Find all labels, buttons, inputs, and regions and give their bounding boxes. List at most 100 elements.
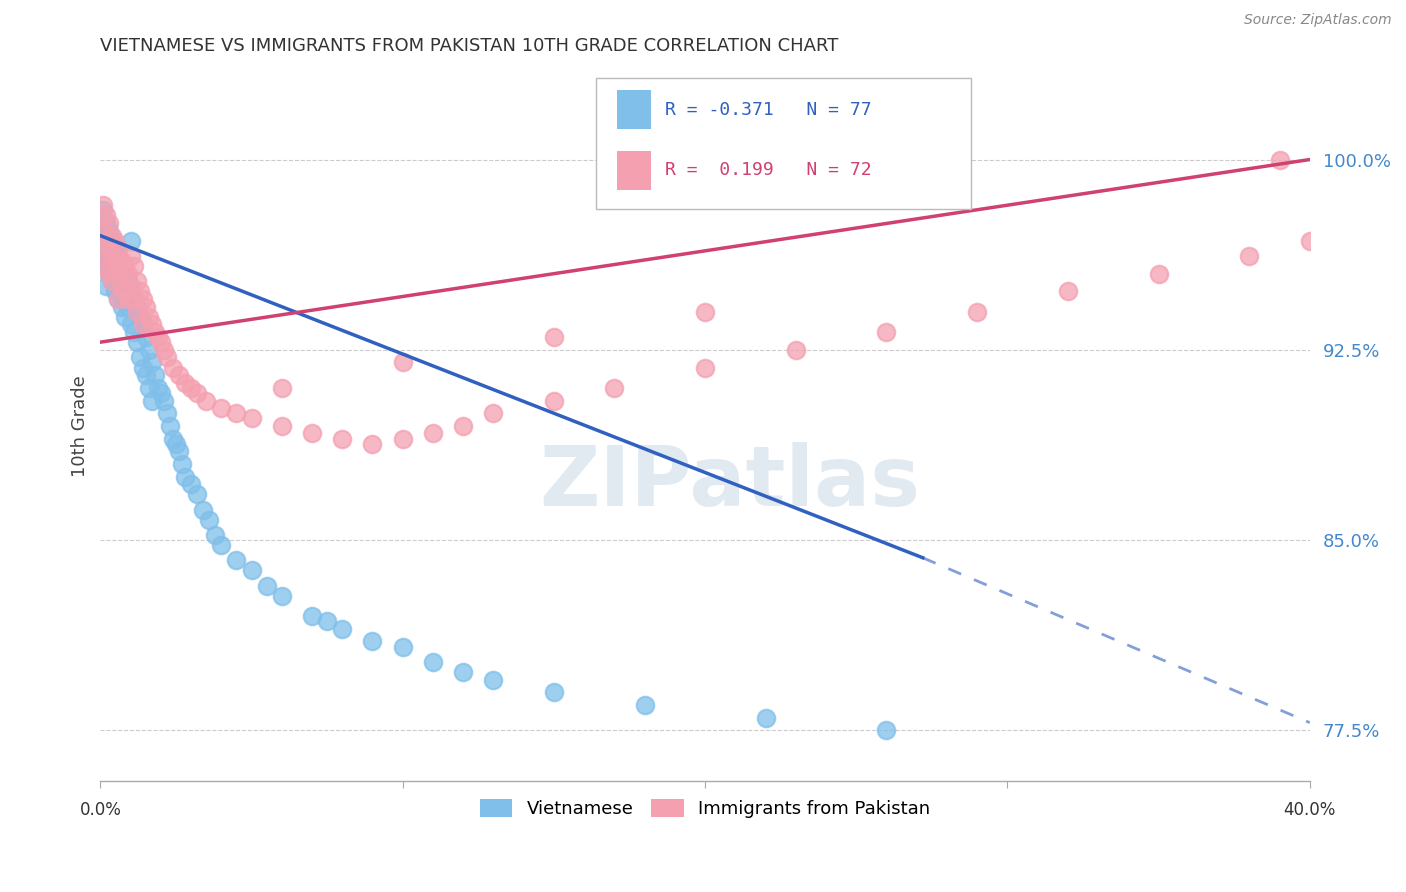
Vietnamese xyxy=(120,234,142,248)
Immigrants from Pakistan xyxy=(110,254,132,268)
Vietnamese xyxy=(125,335,148,350)
Immigrants from Pakistan xyxy=(785,343,807,357)
Vietnamese xyxy=(138,381,160,395)
Immigrants from Pakistan xyxy=(180,381,202,395)
Vietnamese xyxy=(96,279,118,293)
Text: R =  0.199   N = 72: R = 0.199 N = 72 xyxy=(665,161,872,179)
Immigrants from Pakistan xyxy=(146,330,169,344)
Bar xyxy=(617,151,651,190)
Vietnamese xyxy=(117,300,139,314)
Text: 40.0%: 40.0% xyxy=(1284,801,1336,819)
Vietnamese xyxy=(422,655,444,669)
Immigrants from Pakistan xyxy=(876,325,898,339)
Immigrants from Pakistan xyxy=(209,401,232,416)
Vietnamese xyxy=(110,259,132,273)
Vietnamese xyxy=(754,710,776,724)
Immigrants from Pakistan xyxy=(1299,234,1322,248)
Vietnamese xyxy=(101,274,124,288)
Vietnamese xyxy=(141,355,163,369)
Immigrants from Pakistan xyxy=(122,292,145,306)
FancyBboxPatch shape xyxy=(596,78,972,210)
Vietnamese xyxy=(270,589,292,603)
Vietnamese xyxy=(98,249,121,263)
Vietnamese xyxy=(128,351,150,365)
Vietnamese xyxy=(122,325,145,339)
Vietnamese xyxy=(180,477,202,491)
Immigrants from Pakistan xyxy=(114,285,136,299)
Vietnamese xyxy=(301,609,323,624)
Immigrants from Pakistan xyxy=(153,343,176,357)
Vietnamese xyxy=(138,343,160,357)
Vietnamese xyxy=(107,249,129,263)
Immigrants from Pakistan xyxy=(96,259,118,273)
Immigrants from Pakistan xyxy=(107,267,129,281)
Vietnamese xyxy=(110,300,132,314)
Vietnamese xyxy=(146,381,169,395)
Vietnamese xyxy=(96,259,118,273)
Vietnamese xyxy=(159,418,181,433)
Vietnamese xyxy=(110,274,132,288)
Immigrants from Pakistan xyxy=(603,381,626,395)
Text: VIETNAMESE VS IMMIGRANTS FROM PAKISTAN 10TH GRADE CORRELATION CHART: VIETNAMESE VS IMMIGRANTS FROM PAKISTAN 1… xyxy=(100,37,839,55)
Vietnamese xyxy=(117,274,139,288)
Vietnamese xyxy=(198,513,221,527)
Text: R = -0.371   N = 77: R = -0.371 N = 77 xyxy=(665,101,872,119)
Immigrants from Pakistan xyxy=(156,351,179,365)
Vietnamese xyxy=(120,318,142,332)
Immigrants from Pakistan xyxy=(104,259,127,273)
Immigrants from Pakistan xyxy=(101,228,124,243)
Immigrants from Pakistan xyxy=(543,330,565,344)
Vietnamese xyxy=(162,432,184,446)
Vietnamese xyxy=(330,622,353,636)
Vietnamese xyxy=(451,665,474,679)
Vietnamese xyxy=(122,292,145,306)
Immigrants from Pakistan xyxy=(167,368,190,383)
Bar xyxy=(617,90,651,129)
Vietnamese xyxy=(96,216,118,230)
Vietnamese xyxy=(104,285,127,299)
Immigrants from Pakistan xyxy=(451,418,474,433)
Immigrants from Pakistan xyxy=(96,208,118,222)
Immigrants from Pakistan xyxy=(128,285,150,299)
Vietnamese xyxy=(165,436,187,450)
Immigrants from Pakistan xyxy=(93,198,115,212)
Vietnamese xyxy=(93,228,115,243)
Immigrants from Pakistan xyxy=(330,432,353,446)
Immigrants from Pakistan xyxy=(482,406,505,420)
Vietnamese xyxy=(240,564,263,578)
Immigrants from Pakistan xyxy=(98,216,121,230)
Vietnamese xyxy=(131,360,153,375)
Immigrants from Pakistan xyxy=(543,393,565,408)
Y-axis label: 10th Grade: 10th Grade xyxy=(72,375,89,476)
Immigrants from Pakistan xyxy=(125,304,148,318)
Vietnamese xyxy=(186,487,208,501)
Immigrants from Pakistan xyxy=(149,335,172,350)
Immigrants from Pakistan xyxy=(96,234,118,248)
Immigrants from Pakistan xyxy=(225,406,247,420)
Vietnamese xyxy=(104,259,127,273)
Immigrants from Pakistan xyxy=(693,304,716,318)
Immigrants from Pakistan xyxy=(270,381,292,395)
Immigrants from Pakistan xyxy=(186,385,208,400)
Immigrants from Pakistan xyxy=(107,241,129,255)
Vietnamese xyxy=(153,393,176,408)
Immigrants from Pakistan xyxy=(98,267,121,281)
Immigrants from Pakistan xyxy=(162,360,184,375)
Vietnamese xyxy=(93,254,115,268)
Immigrants from Pakistan xyxy=(138,310,160,324)
Vietnamese xyxy=(107,267,129,281)
Immigrants from Pakistan xyxy=(143,325,166,339)
Immigrants from Pakistan xyxy=(1239,249,1261,263)
Vietnamese xyxy=(101,254,124,268)
Immigrants from Pakistan xyxy=(107,292,129,306)
Immigrants from Pakistan xyxy=(120,279,142,293)
Immigrants from Pakistan xyxy=(391,355,413,369)
Immigrants from Pakistan xyxy=(104,234,127,248)
Immigrants from Pakistan xyxy=(114,259,136,273)
Immigrants from Pakistan xyxy=(135,300,157,314)
Text: 0.0%: 0.0% xyxy=(79,801,121,819)
Text: Source: ZipAtlas.com: Source: ZipAtlas.com xyxy=(1244,13,1392,28)
Immigrants from Pakistan xyxy=(240,411,263,425)
Vietnamese xyxy=(391,640,413,654)
Vietnamese xyxy=(482,673,505,687)
